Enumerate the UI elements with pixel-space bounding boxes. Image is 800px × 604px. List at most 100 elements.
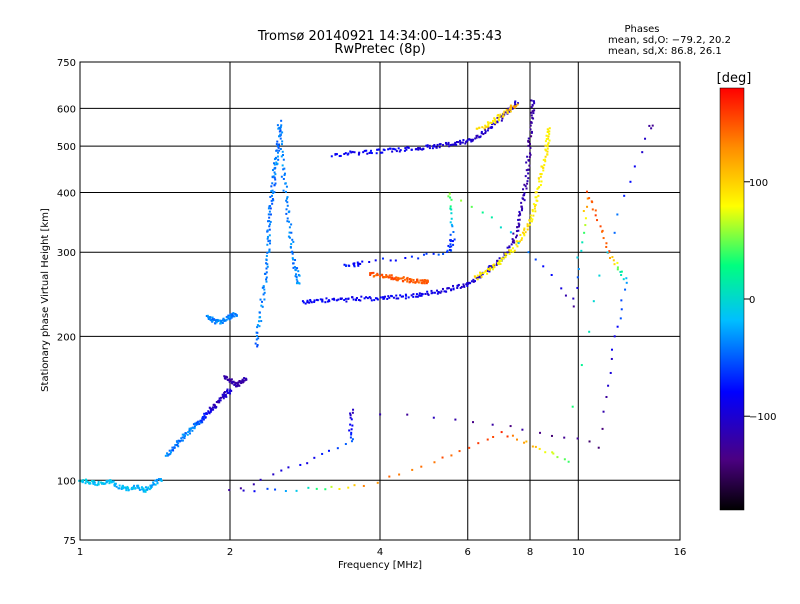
data-point xyxy=(280,175,283,178)
data-point xyxy=(173,446,176,449)
data-point xyxy=(517,229,520,232)
data-point xyxy=(542,158,545,161)
data-point xyxy=(431,291,434,294)
colorbar-label: [deg] xyxy=(717,71,752,86)
data-point xyxy=(109,480,112,483)
data-point xyxy=(376,481,379,484)
data-point xyxy=(457,141,460,144)
data-point xyxy=(349,150,352,153)
data-point xyxy=(605,245,608,248)
data-point xyxy=(177,445,180,448)
data-point xyxy=(479,273,482,276)
data-point xyxy=(510,243,513,246)
data-point xyxy=(144,489,147,492)
data-point xyxy=(402,280,405,283)
data-point xyxy=(521,197,524,200)
data-point xyxy=(265,267,268,270)
data-point xyxy=(515,234,518,237)
data-point xyxy=(479,271,482,274)
data-point xyxy=(546,150,549,153)
stats-heading: Phases xyxy=(624,24,659,35)
data-point xyxy=(530,131,533,134)
data-point xyxy=(544,144,547,147)
data-point xyxy=(588,197,591,200)
data-point xyxy=(213,319,216,322)
data-point xyxy=(486,272,489,275)
data-point xyxy=(350,418,353,421)
data-point xyxy=(333,298,336,301)
data-point xyxy=(356,261,359,264)
data-point xyxy=(450,454,453,457)
data-point xyxy=(582,210,585,213)
data-point xyxy=(272,162,275,165)
data-point xyxy=(268,210,271,213)
data-point xyxy=(518,223,521,226)
data-point xyxy=(387,295,390,298)
data-point xyxy=(620,299,623,302)
data-point xyxy=(544,451,547,454)
data-point xyxy=(613,231,616,234)
data-point xyxy=(228,489,231,492)
data-point xyxy=(619,270,622,273)
data-point xyxy=(448,192,451,195)
data-point xyxy=(174,443,177,446)
data-point xyxy=(498,119,501,122)
data-point xyxy=(608,256,611,259)
data-point xyxy=(534,210,537,213)
data-point xyxy=(398,277,401,280)
data-point xyxy=(528,220,531,223)
data-point xyxy=(571,405,574,408)
data-point xyxy=(330,485,333,488)
data-point xyxy=(584,217,587,220)
data-point xyxy=(602,237,605,240)
data-point xyxy=(523,192,526,195)
data-point xyxy=(586,197,589,200)
data-point xyxy=(261,305,264,308)
data-point xyxy=(228,378,231,381)
data-point xyxy=(426,145,429,148)
data-point xyxy=(512,250,515,253)
data-point xyxy=(523,234,526,237)
data-point xyxy=(269,220,272,223)
data-point xyxy=(114,482,117,485)
data-point xyxy=(511,247,514,250)
data-point xyxy=(126,485,129,488)
data-point xyxy=(253,490,256,493)
data-point xyxy=(168,449,171,452)
data-point xyxy=(183,434,186,437)
data-point xyxy=(274,166,277,169)
data-point xyxy=(527,172,530,175)
data-point xyxy=(612,259,615,262)
data-point xyxy=(404,293,407,296)
data-point xyxy=(138,488,141,491)
data-point xyxy=(490,216,493,219)
data-point xyxy=(291,238,294,241)
chart-subtitle: RwPretec (8p) xyxy=(334,42,425,57)
data-point xyxy=(223,375,226,378)
data-point xyxy=(544,158,547,161)
data-point xyxy=(265,276,268,279)
data-point xyxy=(373,299,376,302)
data-point xyxy=(468,138,471,141)
data-point xyxy=(420,279,423,282)
data-point xyxy=(154,483,157,486)
data-point xyxy=(336,447,339,450)
data-point xyxy=(451,225,454,228)
data-point xyxy=(259,298,262,301)
data-point xyxy=(338,487,341,490)
data-point xyxy=(134,487,137,490)
data-point xyxy=(472,280,475,283)
colorbar xyxy=(719,87,745,511)
data-point xyxy=(385,276,388,279)
data-point xyxy=(551,451,554,454)
data-point xyxy=(236,382,239,385)
data-point xyxy=(242,380,245,383)
data-point xyxy=(528,164,531,167)
data-point xyxy=(529,153,532,156)
data-point xyxy=(417,147,420,150)
data-point xyxy=(218,397,221,400)
data-point xyxy=(219,322,222,325)
data-point xyxy=(425,252,428,255)
data-point xyxy=(445,290,448,293)
data-point xyxy=(306,299,309,302)
